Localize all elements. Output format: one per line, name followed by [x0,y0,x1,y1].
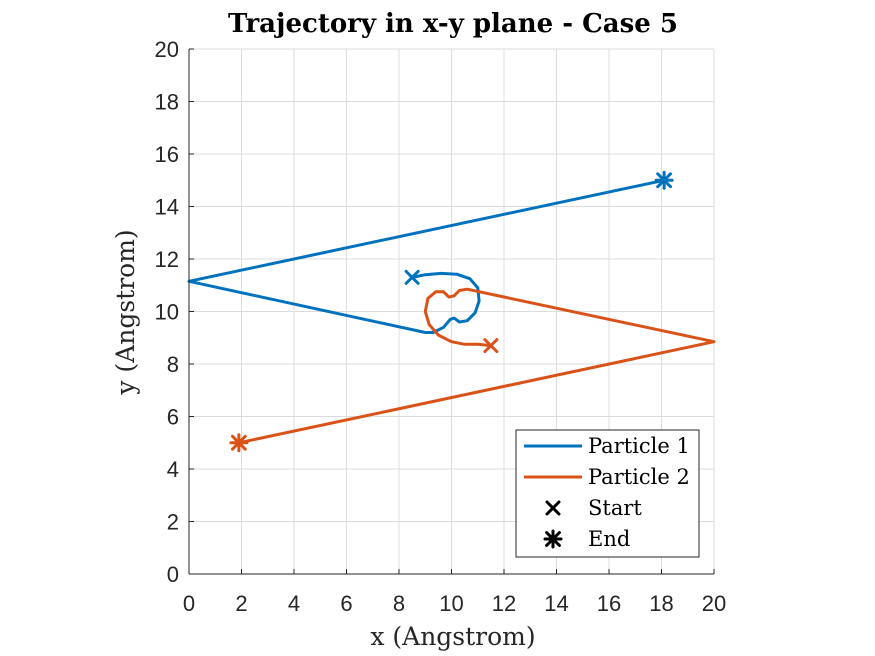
legend-box [515,429,700,558]
x-tick-label: 10 [439,591,463,616]
legend: Particle 1 Particle 2 Start End [515,429,700,558]
y-tick-label: 10 [155,300,179,325]
y-tick-label: 14 [155,195,179,220]
legend-end-symbol [543,529,563,549]
series-layer [187,178,716,445]
y-tick-label: 2 [167,510,179,535]
y-tick-label: 16 [155,142,179,167]
x-tick-label: 18 [649,591,673,616]
y-tick-label: 12 [155,247,179,272]
x-tick-label: 16 [597,591,621,616]
legend-label: End [588,527,630,551]
y-tick-label: 0 [167,562,179,587]
y-tick-label: 6 [167,405,179,430]
legend-start-symbol [545,500,561,516]
y-axis-label: y (Angstrom) [111,229,140,395]
x-tick-label: 0 [183,591,195,616]
y-tick-label: 4 [167,457,179,482]
y-tick-label: 18 [155,90,179,115]
x-tick-label: 8 [393,591,405,616]
end-marker-particle-1 [654,170,674,190]
y-tick-label: 20 [155,37,179,62]
start-marker-particle-1 [404,269,420,285]
tick-labels: 0 2 4 6 8 10 12 14 16 18 20 0 2 4 6 8 10 12 14 16 18 20 [155,37,727,616]
x-tick-label: 4 [288,591,300,616]
start-marker-particle-2 [483,338,499,354]
legend-label: Start [588,496,642,520]
chart-title: Trajectory in x-y plane - Case 5 [228,9,678,39]
legend-label: Particle 2 [588,465,690,489]
marker-layer [229,170,674,453]
x-tick-label: 20 [702,591,726,616]
x-tick-label: 2 [235,591,247,616]
x-tick-label: 12 [492,591,516,616]
axes-frame [188,48,715,575]
end-marker-particle-2 [229,433,249,453]
legend-label: Particle 1 [588,434,690,458]
x-tick-label: 6 [340,591,352,616]
x-axis-label: x (Angstrom) [370,622,535,651]
series-line-particle-2 [238,287,716,445]
series-line-particle-1 [187,178,665,334]
x-tick-label: 14 [544,591,568,616]
y-tick-label: 8 [167,352,179,377]
